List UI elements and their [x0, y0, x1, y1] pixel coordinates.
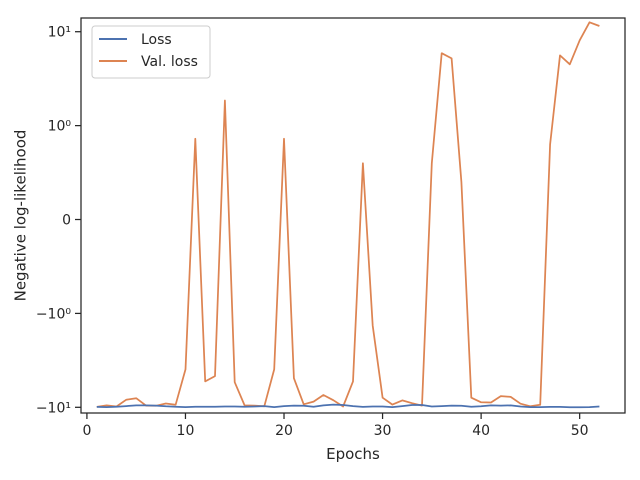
series-layer — [96, 21, 600, 409]
x-tick-label: 50 — [571, 423, 589, 439]
y-axis-ticks: −10¹ −10⁰ 0 10⁰ 10¹ — [36, 25, 81, 416]
legend-label-val-loss: Val. loss — [141, 54, 198, 70]
x-axis-label: Epochs — [326, 445, 380, 463]
x-tick-label: 30 — [374, 423, 392, 439]
legend: Loss Val. loss — [91, 25, 211, 79]
x-tick-label: 40 — [472, 423, 490, 439]
y-tick-label: 0 — [62, 213, 71, 229]
plot-frame — [80, 17, 626, 414]
x-tick-label: 20 — [275, 423, 293, 439]
y-tick-label: −10¹ — [36, 400, 71, 416]
series-line-val-loss — [96, 21, 600, 408]
x-axis-ticks: 0 10 20 30 40 50 — [82, 413, 589, 439]
y-tick-label: −10⁰ — [36, 306, 72, 322]
legend-label-loss: Loss — [141, 32, 172, 48]
y-axis-label: Negative log-likelihood — [12, 130, 30, 302]
y-tick-label: 10⁰ — [48, 119, 72, 135]
y-tick-label: 10¹ — [48, 25, 71, 41]
series-line-loss — [96, 403, 600, 409]
x-tick-label: 10 — [177, 423, 195, 439]
x-tick-label: 0 — [82, 423, 91, 439]
